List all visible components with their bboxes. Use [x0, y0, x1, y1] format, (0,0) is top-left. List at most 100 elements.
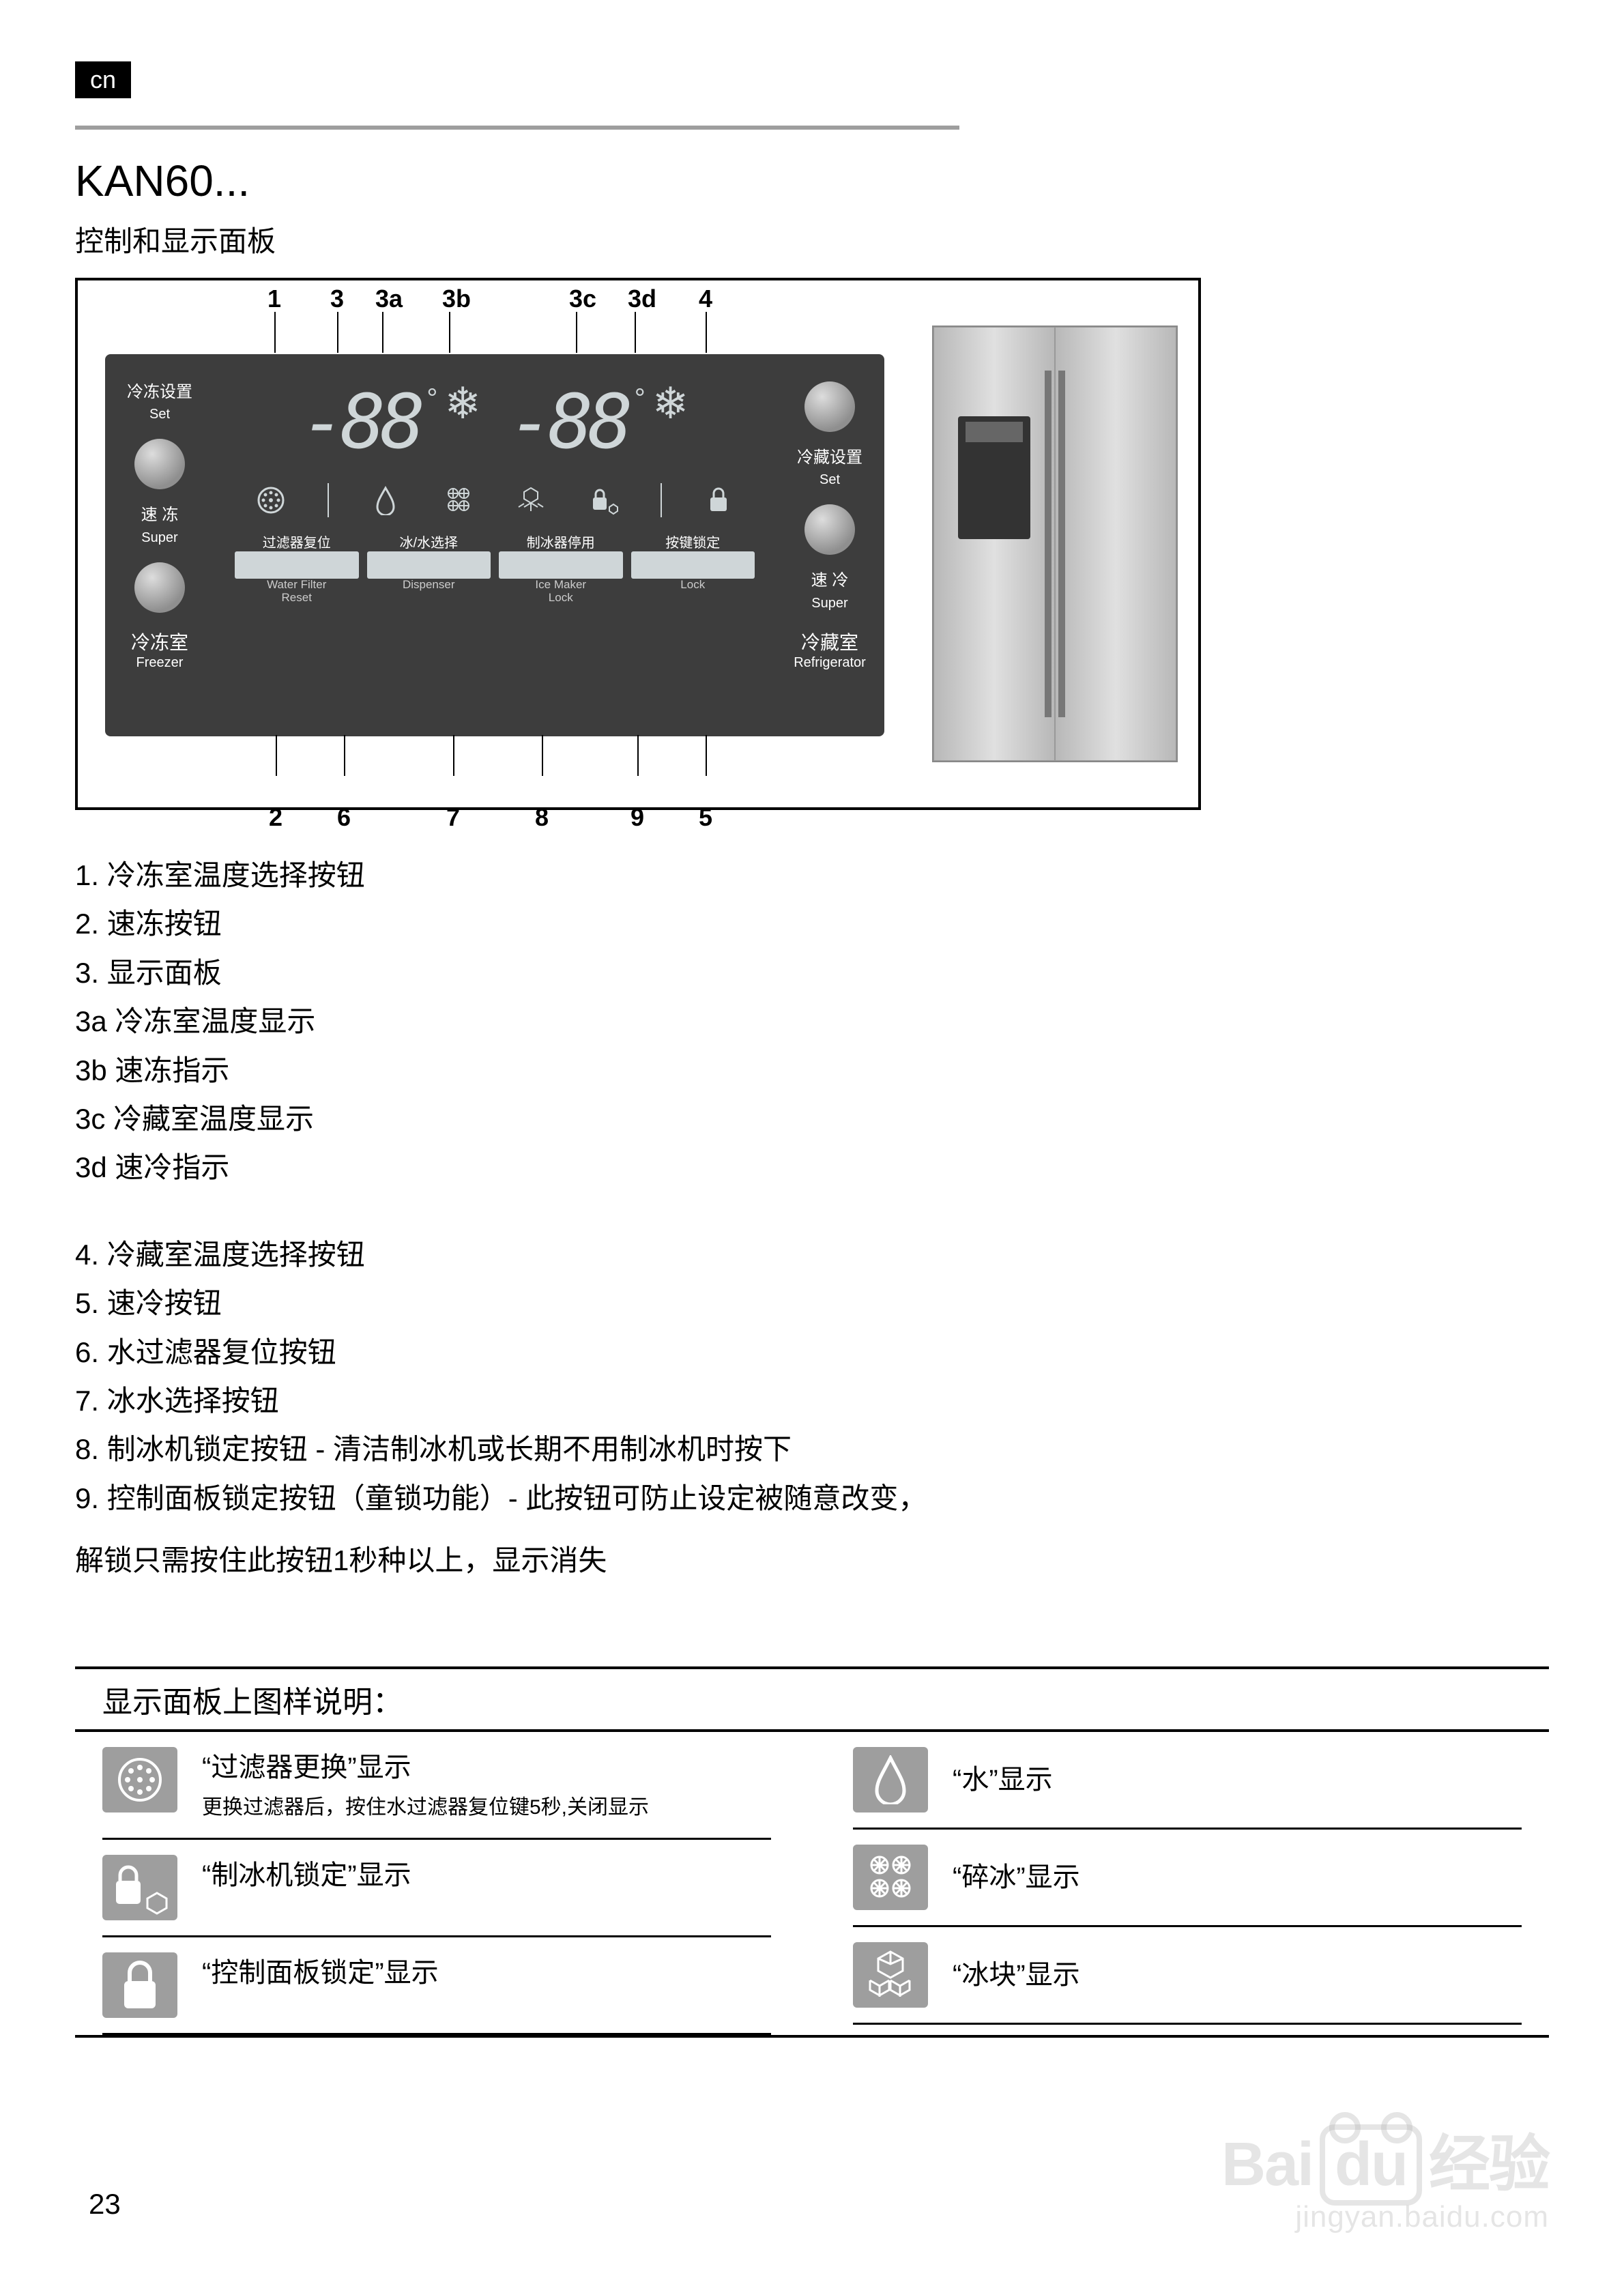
control-panel: 冷冻设置 Set 速 冻 Super 冷冻室 Freezer -88°❄ -88°❄ — [105, 354, 884, 736]
water-drop-icon — [369, 484, 402, 517]
fridge-set-label-en: Set — [820, 472, 840, 487]
lock-icon — [702, 484, 735, 517]
callout-label: 2 — [269, 803, 282, 832]
legend-item: 3c 冷藏室温度显示 — [75, 1095, 1549, 1143]
freezer-compartment-en: Freezer — [131, 655, 188, 671]
tab-label-en: Ice MakerLock — [499, 579, 623, 604]
panel-tab-button[interactable] — [499, 551, 623, 579]
icon-legend-row: “控制面板锁定”显示 — [102, 1937, 771, 2035]
callout-label: 5 — [699, 803, 712, 832]
fridge-super-label-cn: 速 冷 — [811, 571, 849, 590]
icon-legend-text: “碎冰”显示 — [953, 1857, 1080, 1898]
panel-left-controls: 冷冻设置Set 速 冻Super 冷冻室Freezer — [105, 354, 214, 736]
callout-label: 9 — [630, 803, 644, 832]
icon-legend-text: “过滤器更换”显示更换过滤器后，按住水过滤器复位键5秒,关闭显示 — [202, 1747, 649, 1823]
fridge-super-button[interactable] — [804, 504, 855, 555]
icemaker-lock-icon — [102, 1855, 177, 1920]
panel-center-display: -88°❄ -88°❄ 过滤器复位冰/水选择制冰器停用按键锁定 — [214, 354, 775, 736]
diagram-panel-area: 133a3b3c3d4 冷冻设置Set 速 冻Super 冷冻室Freezer … — [78, 280, 912, 807]
panel-lock-icon — [102, 1952, 177, 2018]
legend-item: 8. 制冰机锁定按钮 - 清洁制冰机或长期不用制冰机时按下 — [75, 1425, 1549, 1473]
callout-label: 6 — [337, 803, 351, 832]
icons-section-title: 显示面板上图样说明： — [102, 1686, 403, 1719]
freezer-super-button[interactable] — [134, 562, 185, 613]
legend-item: 4. 冷藏室温度选择按钮 — [75, 1230, 1549, 1279]
icon-legend-subtext: 更换过滤器后，按住水过滤器复位键5秒,关闭显示 — [202, 1792, 649, 1823]
icemaker-lock-icon — [588, 484, 620, 517]
water-icon — [853, 1747, 928, 1812]
icon-legend-text: “水”显示 — [953, 1759, 1053, 1800]
section-divider — [75, 2035, 1549, 2038]
freezer-set-label-en: Set — [149, 407, 170, 422]
snowflake-icon: ❄ — [652, 378, 689, 429]
model-heading: KAN60... — [75, 156, 1549, 206]
tab-label-en: Water FilterReset — [235, 579, 359, 604]
crushed-ice-icon — [442, 484, 475, 517]
callout-label: 3 — [330, 285, 344, 313]
icon-legend-table: “过滤器更换”显示更换过滤器后，按住水过滤器复位键5秒,关闭显示 “制冰机锁定”显… — [75, 1732, 1549, 2035]
panel-tab-button[interactable] — [631, 551, 755, 579]
fridge-temp-display: -88°❄ — [508, 378, 688, 465]
legend-item: 3d 速冷指示 — [75, 1143, 1549, 1191]
legend-item: 5. 速冷按钮 — [75, 1279, 1549, 1327]
icon-legend-text: “控制面板锁定”显示 — [202, 1952, 439, 1993]
panel-tab-button[interactable] — [235, 551, 359, 579]
icon-legend-text: “冰块”显示 — [953, 1954, 1080, 1995]
legend-list-1: 1. 冷冻室温度选择按钮2. 速冻按钮3. 显示面板3a 冷冻室温度显示3b 速… — [75, 851, 1549, 1192]
callout-label: 3d — [628, 285, 656, 313]
legend-item: 2. 速冻按钮 — [75, 899, 1549, 948]
icon-legend-row: “水”显示 — [853, 1732, 1522, 1830]
subtitle: 控制和显示面板 — [75, 218, 1549, 260]
crushed-ice-icon — [853, 1845, 928, 1910]
icon-legend-row: “过滤器更换”显示更换过滤器后，按住水过滤器复位键5秒,关闭显示 — [102, 1732, 771, 1840]
freezer-compartment-cn: 冷冻室 — [131, 632, 188, 653]
panel-right-controls: 冷藏设置Set 速 冷Super 冷藏室Refrigerator — [775, 354, 884, 736]
legend-item: 3b 速冻指示 — [75, 1046, 1549, 1095]
panel-tab-button[interactable] — [367, 551, 491, 579]
callout-label: 7 — [446, 803, 460, 832]
legend-item: 6. 水过滤器复位按钮 — [75, 1328, 1549, 1376]
watermark: Baidu经验 jingyan.baidu.com — [1221, 2114, 1549, 2234]
tab-label-cn: 过滤器复位 — [235, 532, 359, 551]
fridge-illustration — [932, 326, 1178, 762]
callout-label: 4 — [699, 285, 712, 313]
tab-label-en: Lock — [631, 579, 755, 604]
legend-item: 3. 显示面板 — [75, 949, 1549, 997]
freezer-set-label-cn: 冷冻设置 — [127, 383, 192, 401]
filter-icon — [255, 484, 287, 517]
tab-label-cn: 按键锁定 — [631, 532, 755, 551]
legend-item: 3a 冷冻室温度显示 — [75, 997, 1549, 1045]
callout-label: 1 — [267, 285, 281, 313]
icon-legend-row: “冰块”显示 — [853, 1927, 1522, 2025]
fridge-compartment-cn: 冷藏室 — [801, 632, 858, 653]
panel-tabs — [221, 551, 768, 579]
control-panel-diagram: 133a3b3c3d4 冷冻设置Set 速 冻Super 冷冻室Freezer … — [75, 278, 1201, 810]
legend-item: 1. 冷冻室温度选择按钮 — [75, 851, 1549, 899]
freezer-temp-display: -88°❄ — [301, 378, 481, 465]
icon-legend-row: “碎冰”显示 — [853, 1830, 1522, 1927]
cube-ice-icon — [514, 484, 547, 517]
diagram-fridge-image — [912, 280, 1198, 807]
language-tag: cn — [75, 61, 131, 98]
freezer-super-label-cn: 速 冻 — [141, 506, 179, 524]
tab-label-en: Dispenser — [367, 579, 491, 604]
legend-item: 7. 冰水选择按钮 — [75, 1376, 1549, 1425]
cube-ice-icon — [853, 1942, 928, 2008]
icon-legend-row: “制冰机锁定”显示 — [102, 1840, 771, 1937]
icon-legend-text: “制冰机锁定”显示 — [202, 1855, 411, 1896]
tab-label-cn: 制冰器停用 — [499, 532, 623, 551]
filter-icon — [102, 1747, 177, 1812]
callout-label: 3a — [375, 285, 403, 313]
legend-list-2: 4. 冷藏室温度选择按钮5. 速冷按钮6. 水过滤器复位按钮7. 冰水选择按钮8… — [75, 1230, 1549, 1522]
legend-item: 9. 控制面板锁定按钮（童锁功能）- 此按钮可防止设定被随意改变， — [75, 1474, 1549, 1522]
panel-icon-row — [221, 473, 768, 528]
tab-label-cn: 冰/水选择 — [367, 532, 491, 551]
fridge-super-label-en: Super — [811, 596, 847, 611]
page-number: 23 — [89, 2188, 121, 2221]
callout-label: 3b — [442, 285, 471, 313]
divider — [75, 126, 959, 130]
fridge-set-button[interactable] — [804, 381, 855, 432]
freezer-set-button[interactable] — [134, 439, 185, 489]
snowflake-icon: ❄ — [444, 378, 481, 429]
fridge-compartment-en: Refrigerator — [794, 655, 866, 671]
